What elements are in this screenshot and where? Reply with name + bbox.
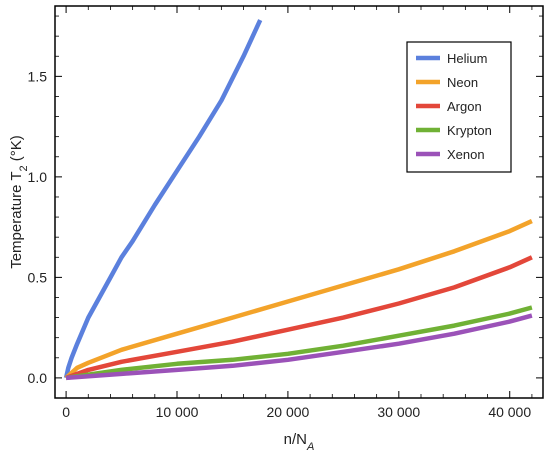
y-axis-title-main: Temperature T	[8, 172, 25, 269]
x-axis-title-sub: A	[306, 441, 314, 453]
legend-label-xenon: Xenon	[447, 147, 485, 162]
legend: Helium Neon Argon Krypton Xenon	[406, 41, 512, 173]
series-line-helium	[63, 19, 263, 379]
y-tick-label: 0.0	[28, 370, 48, 386]
y-tick-label: 1.5	[28, 68, 48, 84]
series-line-krypton	[65, 305, 533, 381]
legend-label-helium: Helium	[447, 51, 487, 66]
series-line-xenon	[65, 313, 533, 381]
x-tick-label: 10 000	[156, 404, 199, 420]
series-line-argon	[65, 255, 533, 381]
legend-label-argon: Argon	[447, 99, 482, 114]
y-axis-title: Temperature T2 (°K)	[8, 135, 30, 269]
legend-items: Helium Neon Argon Krypton Xenon	[416, 51, 492, 162]
y-axis-title-unit: (°K)	[8, 135, 25, 165]
x-axis-ticks: 0 10 000 20 000 30 000 40 000	[62, 6, 533, 420]
x-axis-title: n/NA	[284, 431, 315, 453]
series-line-neon	[64, 219, 533, 380]
x-tick-label: 0	[62, 404, 70, 420]
x-tick-label: 30 000	[377, 404, 420, 420]
x-axis-title-main: n/N	[284, 431, 307, 448]
y-tick-label: 1.0	[28, 169, 48, 185]
x-tick-label: 40 000	[488, 404, 531, 420]
legend-label-neon: Neon	[447, 75, 478, 90]
y-tick-label: 0.5	[28, 269, 48, 285]
y-axis-title-sub: 2	[18, 165, 30, 171]
x-tick-label: 20 000	[266, 404, 309, 420]
plot-frame	[54, 5, 544, 399]
series-lines	[63, 19, 533, 381]
y-axis-ticks: 0.0 0.5 1.0 1.5	[28, 15, 543, 386]
legend-label-krypton: Krypton	[447, 123, 492, 138]
